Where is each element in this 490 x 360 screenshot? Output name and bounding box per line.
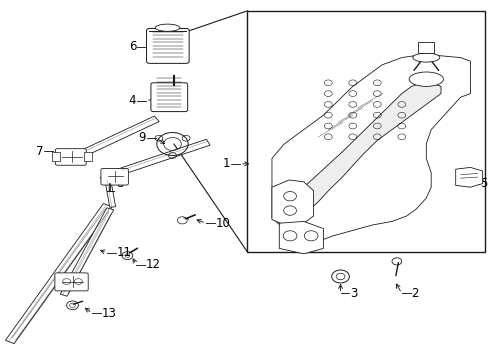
Polygon shape <box>105 180 116 207</box>
Text: 3: 3 <box>350 287 358 300</box>
Text: 4: 4 <box>129 94 136 107</box>
Ellipse shape <box>409 72 443 86</box>
Polygon shape <box>5 203 112 344</box>
Ellipse shape <box>155 24 180 31</box>
Ellipse shape <box>413 53 440 62</box>
FancyBboxPatch shape <box>55 273 88 291</box>
Text: 1: 1 <box>223 157 230 170</box>
Polygon shape <box>279 221 323 254</box>
Polygon shape <box>121 139 210 174</box>
Text: 6: 6 <box>129 40 136 53</box>
Text: 10: 10 <box>216 217 230 230</box>
Polygon shape <box>272 54 470 241</box>
Polygon shape <box>456 167 483 187</box>
Text: 8: 8 <box>117 177 124 190</box>
Polygon shape <box>74 116 159 159</box>
Text: 9: 9 <box>139 131 146 144</box>
Text: 7: 7 <box>36 145 43 158</box>
Bar <box>84 152 92 161</box>
Polygon shape <box>60 208 114 296</box>
FancyBboxPatch shape <box>55 149 86 165</box>
Text: 11: 11 <box>117 246 131 259</box>
Text: 2: 2 <box>412 287 419 300</box>
Text: 5: 5 <box>480 177 488 190</box>
Bar <box>247 11 485 252</box>
Text: 13: 13 <box>102 307 117 320</box>
Polygon shape <box>289 83 441 211</box>
FancyBboxPatch shape <box>151 83 188 112</box>
FancyBboxPatch shape <box>147 28 189 63</box>
Bar <box>418 42 434 53</box>
FancyBboxPatch shape <box>101 168 128 185</box>
Bar <box>52 152 60 161</box>
Text: 12: 12 <box>146 258 161 271</box>
Polygon shape <box>272 180 314 227</box>
